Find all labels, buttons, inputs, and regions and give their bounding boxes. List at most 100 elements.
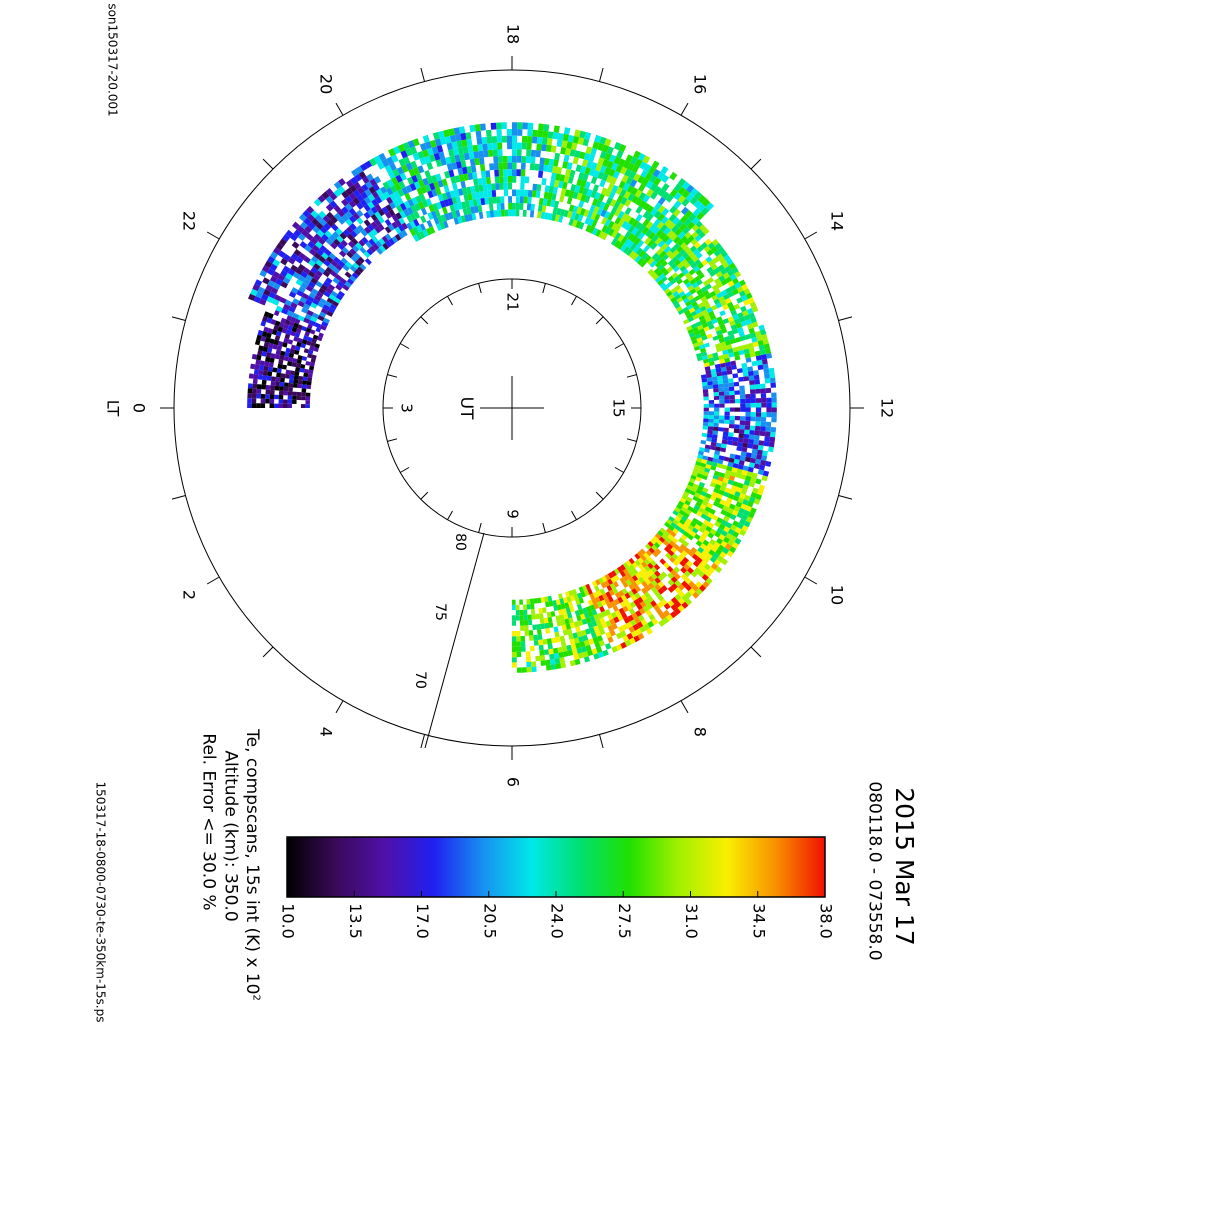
data-cell [287, 325, 294, 331]
data-cell [312, 334, 319, 340]
data-cell [718, 489, 725, 496]
data-cell [292, 271, 301, 279]
data-cell [539, 613, 544, 619]
data-cell [398, 180, 406, 189]
data-cell [330, 242, 338, 250]
data-cell [530, 608, 536, 615]
data-cell [584, 217, 591, 225]
data-cell [598, 577, 604, 584]
data-cell [701, 432, 708, 438]
data-cell [711, 514, 719, 521]
data-cell [500, 203, 505, 210]
data-cell [410, 146, 418, 155]
data-cell [734, 537, 742, 545]
data-cell [333, 181, 342, 190]
data-cell [281, 327, 288, 334]
data-cell [711, 545, 718, 553]
data-cell [748, 312, 756, 319]
data-cell [614, 208, 621, 217]
data-cell [644, 591, 651, 599]
data-cell [331, 300, 339, 307]
data-cell [498, 162, 504, 170]
data-cell [437, 179, 444, 188]
data-cell [631, 581, 638, 588]
data-cell [295, 267, 303, 275]
data-cell [734, 424, 740, 429]
data-cell [754, 379, 760, 385]
data-cell [330, 260, 338, 268]
data-cell [392, 168, 400, 177]
data-cell [548, 185, 554, 194]
data-cell [438, 130, 445, 139]
data-cell [688, 268, 696, 276]
data-cell [267, 371, 273, 377]
data-cell [630, 630, 638, 638]
data-cell [476, 198, 482, 206]
data-cell [258, 345, 264, 352]
data-cell [628, 583, 635, 591]
data-cell [349, 248, 357, 256]
data-cell [654, 276, 662, 283]
data-cell [594, 641, 601, 649]
data-cell [302, 376, 308, 381]
data-cell [308, 320, 316, 327]
data-cell [740, 320, 747, 327]
data-cell [701, 322, 709, 329]
data-cell [394, 233, 402, 241]
data-cell [650, 566, 658, 574]
data-cell [737, 312, 744, 319]
data-cell [750, 412, 756, 417]
data-cell [714, 277, 721, 285]
data-cell [512, 122, 518, 129]
data-cell [703, 326, 710, 332]
data-cell [603, 203, 610, 212]
data-cell [624, 207, 632, 215]
data-cell [699, 224, 707, 232]
data-cell [704, 444, 711, 450]
data-cell [697, 485, 704, 491]
data-cell [631, 227, 639, 236]
data-cell [755, 454, 762, 460]
data-cell [474, 185, 480, 193]
data-cell [253, 374, 259, 380]
data-cell [709, 538, 717, 546]
ut-tick [571, 296, 577, 306]
data-cell [392, 146, 401, 155]
data-cell [582, 173, 589, 182]
data-cell [736, 286, 744, 293]
data-cell [296, 225, 305, 234]
data-cell [618, 180, 626, 189]
data-cell [607, 636, 614, 643]
data-cell [487, 149, 494, 157]
data-cell [716, 281, 724, 289]
data-cell [706, 433, 713, 438]
data-cell [637, 152, 646, 162]
data-cell [749, 430, 755, 435]
data-cell [760, 388, 766, 394]
data-cell [394, 219, 402, 227]
data-cell [692, 314, 699, 320]
data-cell [729, 546, 737, 554]
data-cell [360, 199, 368, 207]
data-cell [613, 200, 621, 209]
data-cell [377, 161, 385, 170]
data-cell [315, 222, 324, 230]
data-cell [256, 354, 262, 361]
data-cell [560, 188, 567, 196]
data-cell [610, 176, 618, 185]
data-cell [358, 171, 367, 179]
data-cell [685, 281, 692, 288]
data-cell [333, 212, 342, 221]
data-cell [629, 637, 636, 645]
data-cell [731, 364, 737, 370]
data-cell [473, 205, 479, 213]
data-cell [548, 600, 554, 607]
data-cell [617, 614, 624, 622]
data-cell [577, 214, 584, 222]
data-cell [325, 238, 334, 246]
data-cell [553, 159, 559, 167]
data-cell [605, 197, 613, 205]
data-cell [678, 528, 686, 535]
data-cell [674, 228, 683, 237]
